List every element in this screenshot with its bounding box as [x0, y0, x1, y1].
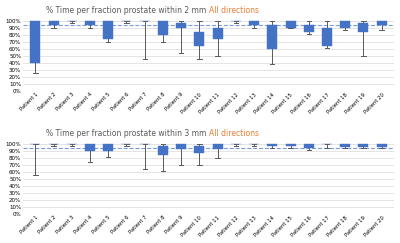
Bar [194, 32, 204, 46]
Bar [358, 24, 368, 32]
Bar [358, 144, 368, 147]
Bar [85, 21, 95, 25]
Bar [158, 146, 168, 155]
Bar [249, 21, 259, 25]
Text: % Time per fraction prostate within 2 mm: % Time per fraction prostate within 2 mm [46, 6, 208, 15]
Bar [377, 21, 387, 25]
Bar [30, 21, 40, 63]
Bar [103, 144, 113, 151]
Bar [304, 144, 314, 148]
Bar [194, 146, 204, 153]
Bar [340, 21, 350, 28]
Bar [213, 28, 223, 39]
Bar [103, 21, 113, 39]
Bar [304, 25, 314, 32]
Bar [267, 144, 277, 146]
Bar [340, 144, 350, 147]
Text: All directions: All directions [208, 129, 258, 138]
Bar [286, 21, 296, 28]
Text: All directions: All directions [208, 6, 258, 15]
Bar [377, 144, 387, 147]
Bar [267, 25, 277, 49]
Bar [213, 144, 223, 149]
Bar [322, 28, 332, 46]
Bar [158, 21, 168, 35]
Bar [176, 144, 186, 149]
Bar [48, 21, 58, 25]
Bar [286, 144, 296, 146]
Bar [85, 144, 95, 151]
Text: % Time per fraction prostate within 3 mm: % Time per fraction prostate within 3 mm [46, 129, 208, 138]
Bar [176, 23, 186, 28]
